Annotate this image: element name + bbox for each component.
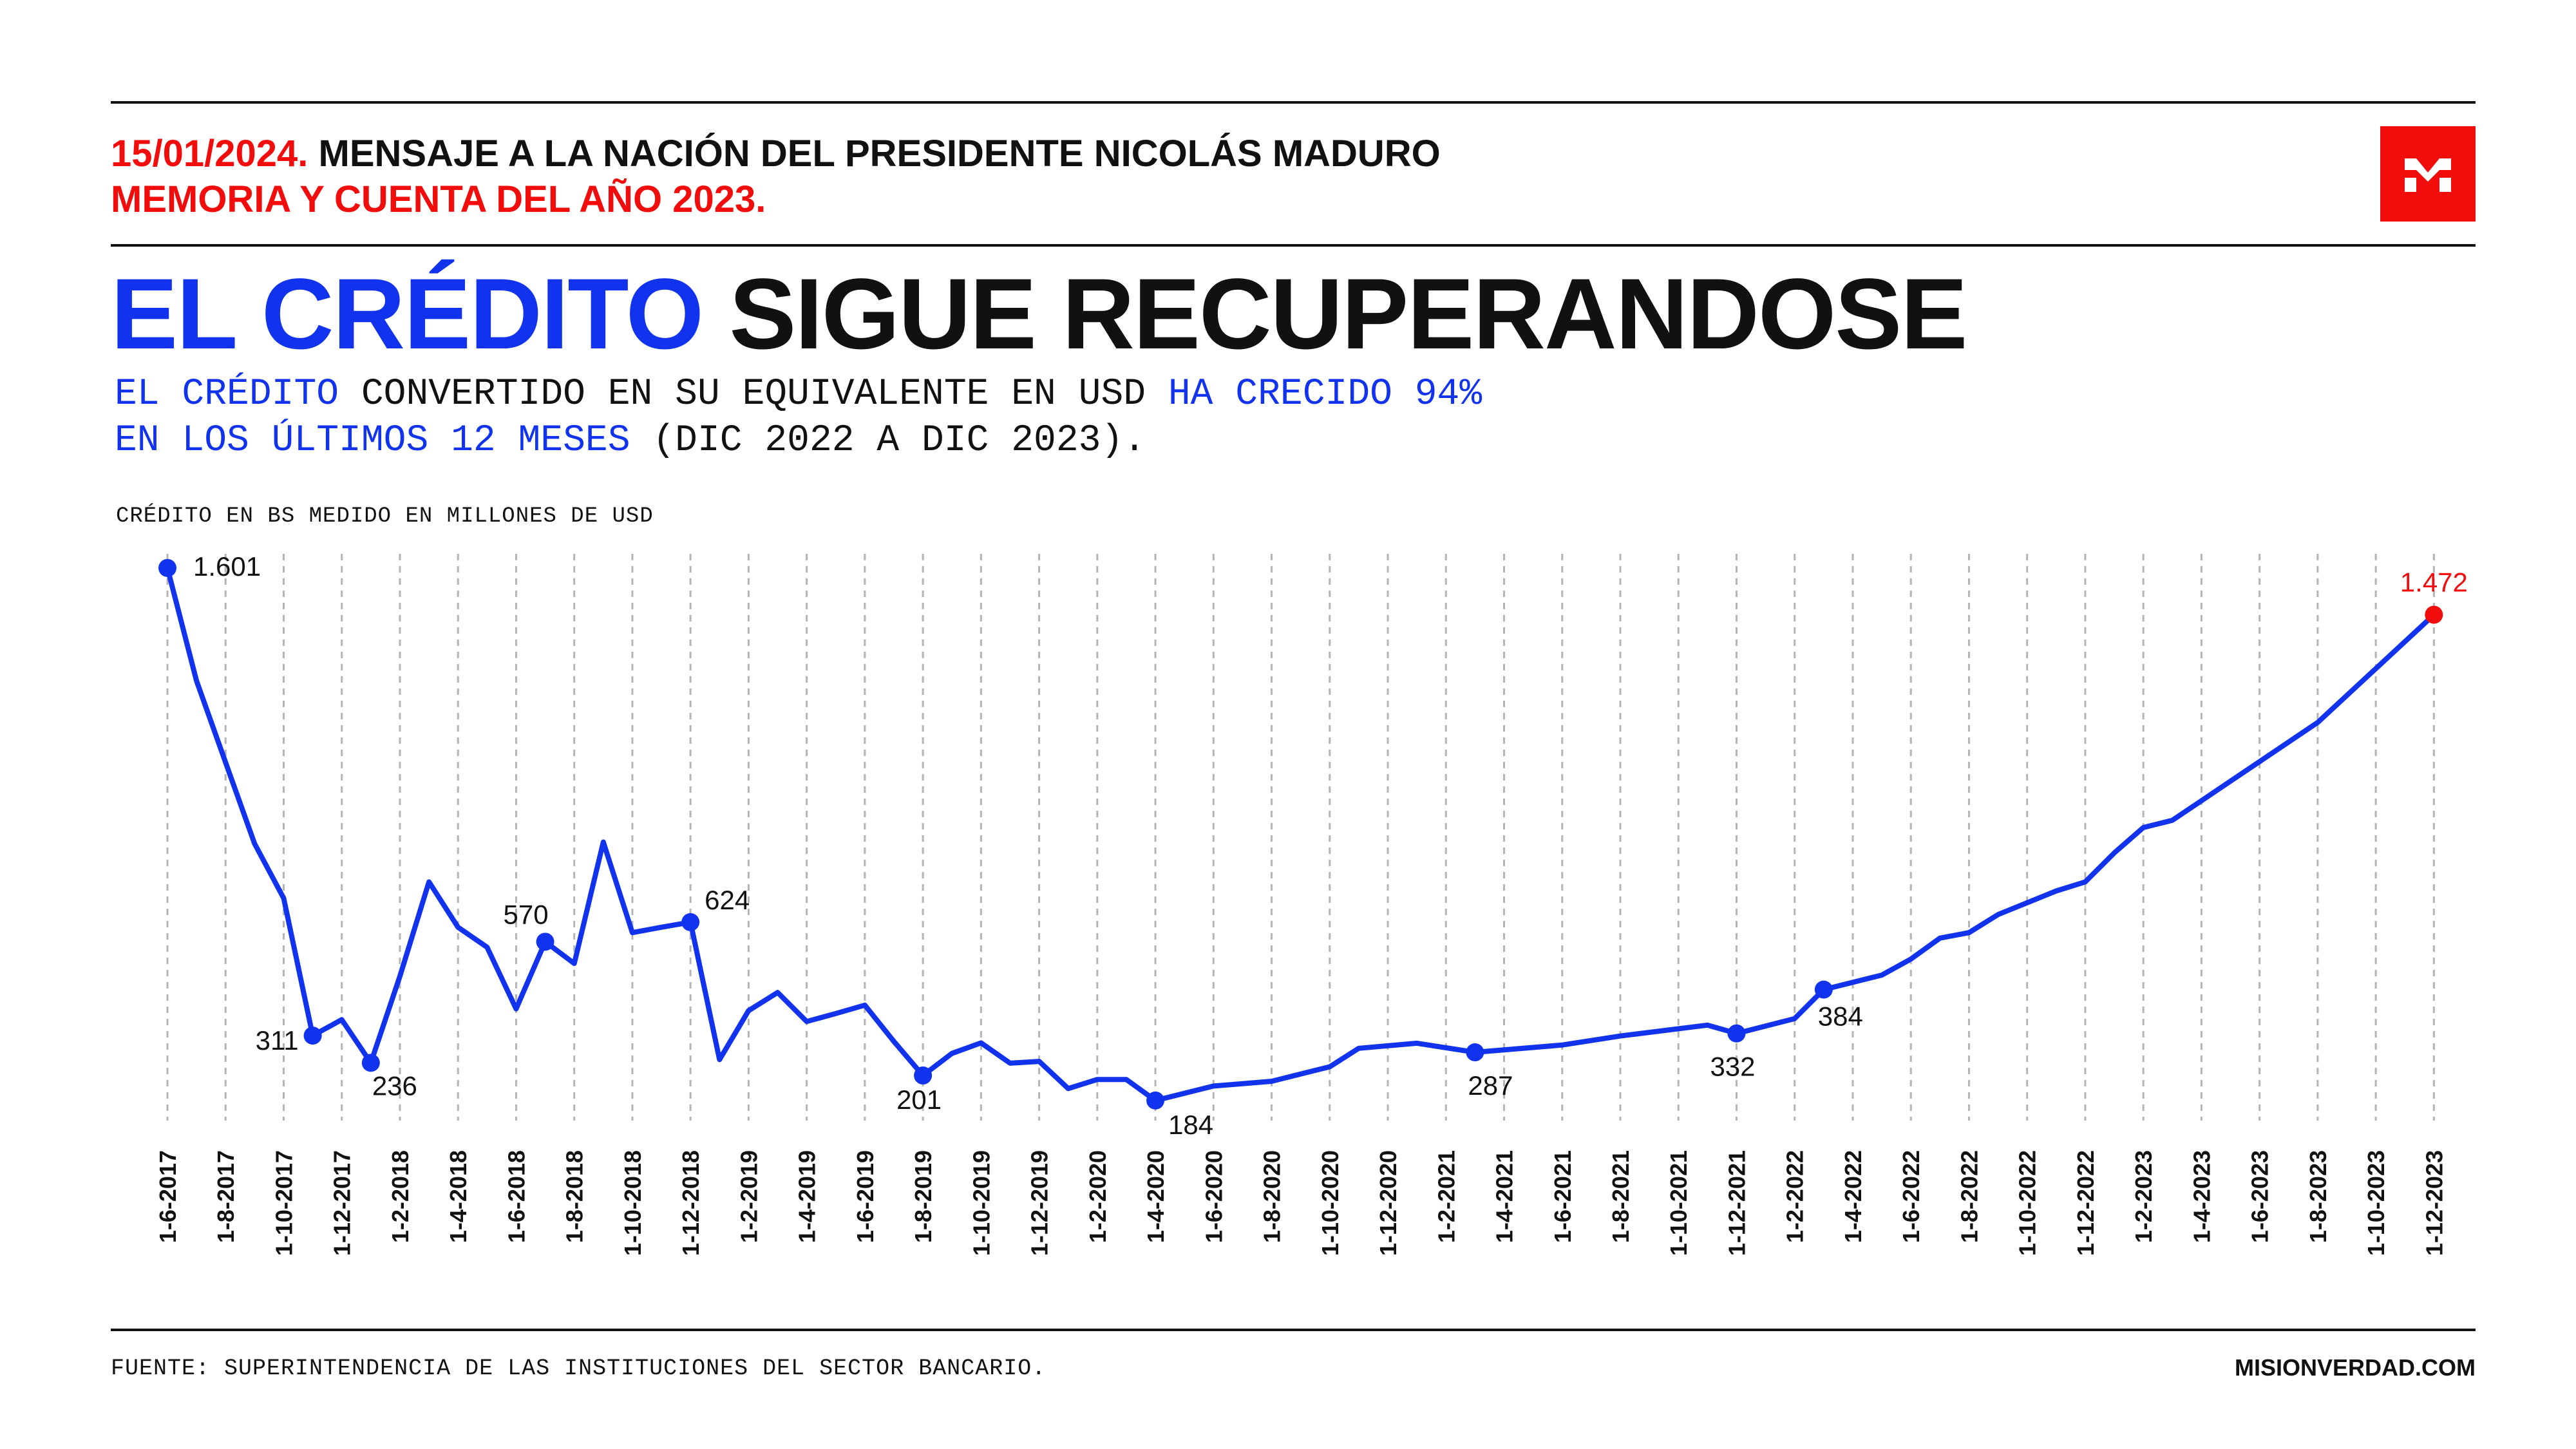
subtitle-converted: CONVERTIDO EN SU EQUIVALENTE EN USD <box>339 374 1168 415</box>
x-tick-label: 1-10-2017 <box>270 1150 297 1256</box>
x-tick-label: 1-4-2021 <box>1492 1150 1518 1243</box>
y-axis-title: CRÉDITO EN BS MEDIDO EN MILLONES DE USD <box>116 504 654 529</box>
x-tick-label: 1-12-2019 <box>1027 1150 1053 1256</box>
data-label: 384 <box>1818 1001 1863 1032</box>
x-tick-label: 1-6-2023 <box>2247 1150 2273 1243</box>
headline: EL CRÉDITO SIGUE RECUPERANDOSE <box>111 264 1967 365</box>
x-tick-label: 1-6-2019 <box>852 1150 878 1243</box>
x-tick-label: 1-12-2021 <box>1723 1150 1750 1256</box>
x-tick-label: 1-12-2017 <box>329 1150 355 1256</box>
subtitle-line-2: EN LOS ÚLTIMOS 12 MESES (DIC 2022 A DIC … <box>115 420 1146 462</box>
x-tick-label: 1-2-2022 <box>1782 1150 1808 1243</box>
x-tick-label: 1-2-2021 <box>1433 1150 1459 1243</box>
x-tick-label: 1-12-2022 <box>2072 1150 2099 1256</box>
x-tick-label: 1-2-2023 <box>2130 1150 2157 1243</box>
x-tick-label: 1-10-2021 <box>1665 1150 1692 1256</box>
x-tick-label: 1-4-2022 <box>1840 1150 1866 1243</box>
data-point-marker <box>361 1054 380 1072</box>
top-rule <box>111 101 2476 104</box>
subtitle-credit: EL CRÉDITO <box>115 374 339 415</box>
x-tick-label: 1-10-2019 <box>968 1150 994 1256</box>
x-tick-label: 1-12-2020 <box>1375 1150 1401 1256</box>
data-label: 287 <box>1468 1070 1513 1101</box>
data-label: 624 <box>705 885 750 915</box>
header-message: MENSAJE A LA NACIÓN DEL PRESIDENTE NICOL… <box>318 133 1441 175</box>
mision-verdad-logo <box>2380 126 2476 222</box>
x-tick-label: 1-6-2017 <box>155 1150 181 1243</box>
data-label: 1.472 <box>2400 567 2468 598</box>
data-point-marker <box>2425 605 2443 624</box>
header-line-1: 15/01/2024. MENSAJE A LA NACIÓN DEL PRES… <box>111 132 1441 175</box>
subtitle-range: (DIC 2022 A DIC 2023). <box>630 420 1146 462</box>
logo-mark-icon <box>2405 158 2451 192</box>
data-point-marker <box>1146 1091 1165 1110</box>
data-label: 236 <box>372 1070 417 1101</box>
x-tick-label: 1-6-2018 <box>503 1150 529 1243</box>
data-label: 184 <box>1168 1110 1213 1140</box>
header-date: 15/01/2024. <box>111 133 308 175</box>
footer-site: MISIONVERDAD.COM <box>2234 1354 2476 1381</box>
headline-part-1: EL CRÉDITO <box>111 258 704 370</box>
data-label: 311 <box>256 1025 299 1056</box>
x-tick-label: 1-12-2018 <box>677 1150 704 1256</box>
x-tick-label: 1-8-2022 <box>1956 1150 1982 1243</box>
x-tick-label: 1-10-2020 <box>1317 1150 1343 1256</box>
subtitle-period: EN LOS ÚLTIMOS 12 MESES <box>115 420 630 462</box>
x-tick-label: 1-2-2019 <box>735 1150 762 1243</box>
data-point-marker <box>1466 1043 1484 1062</box>
data-point-marker <box>1727 1024 1746 1043</box>
data-label: 332 <box>1710 1052 1755 1082</box>
data-point-marker <box>303 1027 322 1045</box>
footer-rule <box>111 1329 2476 1331</box>
x-tick-label: 1-8-2020 <box>1259 1150 1285 1243</box>
subtitle-growth: HA CRECIDO 94% <box>1168 374 1482 415</box>
x-tick-label: 1-12-2023 <box>2421 1150 2447 1256</box>
data-label: 201 <box>896 1084 942 1115</box>
header-line-2: MEMORIA Y CUENTA DEL AÑO 2023. <box>111 178 766 220</box>
header-rule <box>111 244 2476 247</box>
headline-part-2: SIGUE RECUPERANDOSE <box>729 258 1967 370</box>
data-label: 570 <box>504 899 549 929</box>
x-tick-label: 1-4-2018 <box>445 1150 471 1243</box>
data-point-marker <box>536 933 554 951</box>
x-tick-label: 1-8-2021 <box>1607 1150 1634 1243</box>
x-tick-label: 1-10-2023 <box>2363 1150 2389 1256</box>
x-tick-label: 1-8-2019 <box>910 1150 936 1243</box>
data-point-marker <box>914 1066 933 1085</box>
data-point-marker <box>1814 980 1833 999</box>
subtitle-line-1: EL CRÉDITO CONVERTIDO EN SU EQUIVALENTE … <box>115 374 1482 415</box>
x-tick-label: 1-4-2019 <box>794 1150 820 1243</box>
x-tick-label: 1-6-2021 <box>1549 1150 1576 1243</box>
series-line <box>165 565 2437 1103</box>
x-tick-label: 1-2-2020 <box>1084 1150 1111 1243</box>
x-tick-label: 1-6-2022 <box>1898 1150 1924 1243</box>
x-tick-label: 1-4-2020 <box>1142 1150 1169 1243</box>
x-tick-label: 1-10-2022 <box>2014 1150 2041 1256</box>
x-tick-label: 1-8-2023 <box>2305 1150 2331 1243</box>
data-point-marker <box>158 558 176 577</box>
x-tick-label: 1-4-2023 <box>2188 1150 2215 1243</box>
x-tick-label: 1-8-2018 <box>562 1150 588 1243</box>
data-label: 1.601 <box>193 551 261 582</box>
x-tick-label: 1-6-2020 <box>1200 1150 1227 1243</box>
x-tick-label: 1-8-2017 <box>213 1150 239 1243</box>
x-tick-label: 1-10-2018 <box>620 1150 646 1256</box>
x-tick-label: 1-2-2018 <box>387 1150 413 1243</box>
footer-source: FUENTE: SUPERINTENDENCIA DE LAS INSTITUC… <box>111 1356 1046 1381</box>
data-point-marker <box>681 913 700 931</box>
